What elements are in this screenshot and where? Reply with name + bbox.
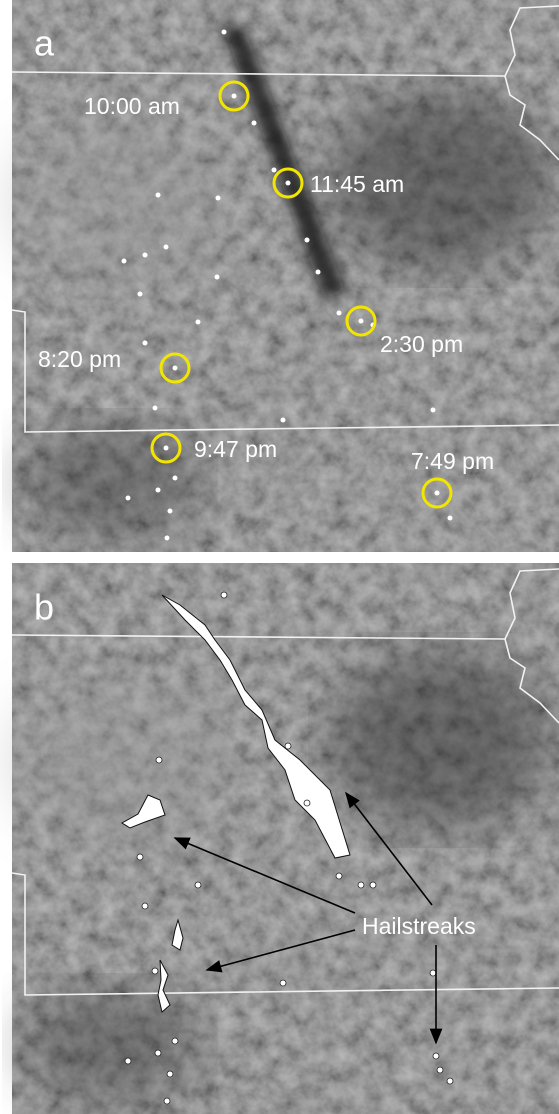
- panel-a: a 10:00 am 11:45 am 2:30 pm 8:20 pm 9:47…: [10, 0, 559, 552]
- circle: [196, 320, 201, 325]
- circle: [164, 1098, 170, 1104]
- circle: [155, 1050, 161, 1056]
- ellipse: [10, 670, 230, 850]
- circle: [221, 592, 227, 598]
- hailstreaks-label: Hailstreaks: [362, 913, 476, 939]
- circle: [437, 1067, 443, 1073]
- circle: [435, 491, 440, 496]
- circle: [138, 292, 143, 297]
- circle: [215, 275, 220, 280]
- circle: [156, 757, 162, 763]
- time-label: 10:00 am: [84, 93, 180, 119]
- circle: [167, 1071, 173, 1077]
- circle: [164, 446, 169, 451]
- circle: [280, 980, 286, 986]
- time-label: 7:49 pm: [411, 448, 494, 474]
- circle: [370, 882, 376, 888]
- circle: [272, 168, 277, 173]
- circle: [358, 882, 364, 888]
- panel-label: b: [34, 587, 54, 628]
- circle: [337, 311, 342, 316]
- circle: [336, 873, 342, 879]
- circle: [156, 488, 161, 493]
- circle: [152, 968, 158, 974]
- circle: [137, 854, 143, 860]
- circle: [142, 903, 148, 909]
- circle: [316, 270, 321, 275]
- figure: a 10:00 am 11:45 am 2:30 pm 8:20 pm 9:47…: [0, 0, 559, 1114]
- circle: [305, 238, 310, 243]
- circle: [232, 94, 237, 99]
- circle: [125, 1058, 131, 1064]
- circle: [448, 516, 453, 521]
- panel-label: a: [34, 23, 55, 64]
- circle: [165, 536, 170, 541]
- time-label: 11:45 am: [310, 171, 404, 197]
- circle: [431, 408, 436, 413]
- circle: [433, 1053, 439, 1059]
- circle: [156, 193, 161, 198]
- circle: [164, 245, 169, 250]
- circle: [153, 406, 158, 411]
- circle: [173, 366, 178, 371]
- circle: [122, 259, 127, 264]
- circle: [216, 196, 221, 201]
- circle: [173, 476, 178, 481]
- circle: [252, 121, 257, 126]
- circle: [285, 743, 291, 749]
- circle: [304, 800, 310, 806]
- ellipse: [10, 110, 230, 290]
- circle: [447, 1078, 453, 1084]
- time-label: 2:30 pm: [380, 331, 463, 357]
- time-label: 9:47 pm: [194, 436, 277, 462]
- circle: [143, 341, 148, 346]
- circle: [195, 882, 201, 888]
- ellipse: [20, 985, 200, 1105]
- time-label: 8:20 pm: [38, 346, 121, 372]
- circle: [172, 1038, 178, 1044]
- circle: [281, 418, 286, 423]
- ellipse: [330, 650, 550, 830]
- circle: [359, 319, 364, 324]
- circle: [430, 970, 436, 976]
- circle: [143, 253, 148, 258]
- circle: [222, 30, 227, 35]
- circle: [126, 496, 131, 501]
- circle: [286, 181, 291, 186]
- ellipse: [20, 420, 200, 540]
- circle: [168, 509, 173, 514]
- panel-b: b Hailstreaks: [10, 563, 559, 1114]
